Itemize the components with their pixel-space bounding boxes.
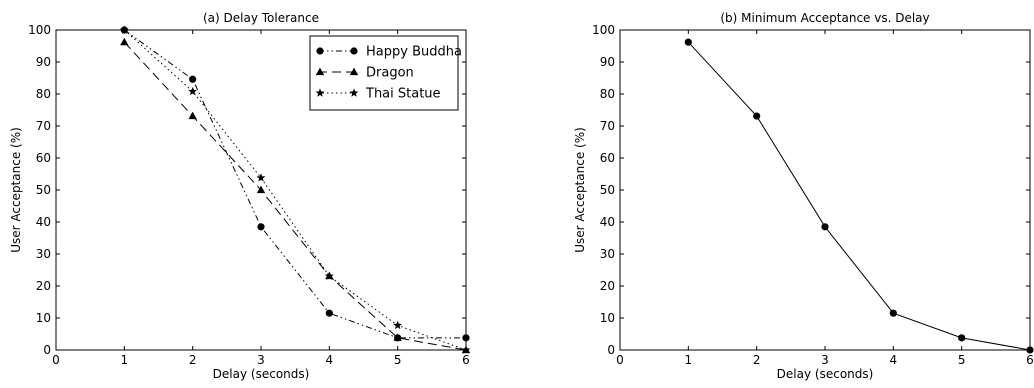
legend-label: Happy Buddha <box>366 45 462 60</box>
y-tick-label: 30 <box>36 247 51 261</box>
y-tick-label: 10 <box>36 311 51 325</box>
data-point <box>889 309 897 317</box>
x-tick-label: 5 <box>394 353 402 367</box>
y-tick-label: 0 <box>607 343 615 357</box>
legend-marker <box>315 67 325 76</box>
y-tick-label: 70 <box>600 119 615 133</box>
data-point <box>188 111 197 120</box>
legend-marker <box>316 47 324 55</box>
legend-marker <box>349 88 359 97</box>
data-point <box>1026 346 1034 354</box>
data-point <box>753 112 761 120</box>
legend-marker <box>349 67 359 76</box>
x-tick-label: 1 <box>121 353 129 367</box>
x-tick-label: 2 <box>753 353 761 367</box>
series-line <box>124 29 466 339</box>
data-point <box>393 333 402 341</box>
y-tick-label: 0 <box>43 343 51 357</box>
data-point <box>257 223 265 231</box>
x-tick-label: 1 <box>685 353 693 367</box>
series-line <box>687 41 1031 351</box>
x-tick-label: 4 <box>890 353 898 367</box>
legend-label: Thai Statue <box>365 87 441 102</box>
y-tick-label: 80 <box>36 87 51 101</box>
x-tick-label: 6 <box>1026 353 1034 367</box>
data-point <box>821 223 829 231</box>
legend-marker <box>350 47 358 55</box>
data-point <box>256 173 266 182</box>
y-tick-label: 10 <box>600 311 615 325</box>
data-point <box>462 334 470 342</box>
y-tick-label: 60 <box>600 151 615 165</box>
y-tick-label: 80 <box>600 87 615 101</box>
plot-frame <box>619 29 1031 351</box>
y-tick-label: 40 <box>600 215 615 229</box>
x-tick-label: 3 <box>257 353 265 367</box>
chart-title: (b) Minimum Acceptance vs. Delay <box>720 11 929 25</box>
series-2 <box>119 25 471 354</box>
data-point <box>324 271 334 280</box>
data-point <box>189 75 197 83</box>
legend-label: Dragon <box>366 66 414 81</box>
x-tick-label: 2 <box>189 353 197 367</box>
y-tick-label: 50 <box>600 183 615 197</box>
data-point <box>393 320 403 330</box>
x-tick-label: 6 <box>462 353 470 367</box>
data-point <box>461 345 471 354</box>
y-tick-label: 30 <box>600 247 615 261</box>
y-axis-label: User Acceptance (%) <box>573 127 587 253</box>
x-axis-label: Delay (seconds) <box>777 367 874 381</box>
x-tick-label: 0 <box>52 353 60 367</box>
x-axis-label: Delay (seconds) <box>213 367 310 381</box>
data-point <box>119 25 129 34</box>
series-0 <box>684 38 1034 354</box>
y-tick-label: 60 <box>36 151 51 165</box>
data-point <box>256 185 266 194</box>
y-tick-label: 90 <box>600 55 615 69</box>
y-tick-label: 50 <box>36 183 51 197</box>
x-tick-label: 3 <box>821 353 829 367</box>
series-line <box>123 41 467 351</box>
y-tick-label: 40 <box>36 215 51 229</box>
y-tick-label: 20 <box>600 279 615 293</box>
y-tick-label: 70 <box>36 119 51 133</box>
y-tick-label: 20 <box>36 279 51 293</box>
legend-marker <box>315 88 325 97</box>
data-point <box>684 38 692 46</box>
y-tick-label: 90 <box>36 55 51 69</box>
data-point <box>188 86 198 96</box>
legend-box <box>309 35 459 111</box>
legend: Happy Buddha Dragon Thai Statue <box>309 35 462 111</box>
data-point <box>958 334 966 342</box>
x-tick-label: 0 <box>616 353 624 367</box>
x-tick-label: 5 <box>958 353 966 367</box>
series-line <box>123 29 467 351</box>
y-axis-label: User Acceptance (%) <box>9 127 23 253</box>
data-point <box>120 37 129 46</box>
x-tick-label: 4 <box>326 353 334 367</box>
y-tick-label: 100 <box>592 23 615 37</box>
data-point <box>325 309 333 317</box>
y-tick-label: 100 <box>28 23 51 37</box>
chart-title: (a) Delay Tolerance <box>203 11 319 25</box>
